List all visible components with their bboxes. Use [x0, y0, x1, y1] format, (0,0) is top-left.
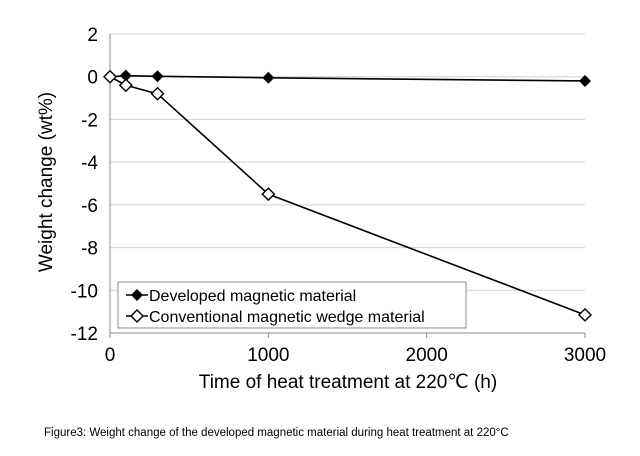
- legend-box: [117, 281, 467, 329]
- x-axis-label: Time of heat treatment at 220℃ (h): [199, 372, 497, 393]
- x-tick-label: 1000: [247, 345, 289, 366]
- x-tick-label: 0: [105, 345, 116, 366]
- series-1: [104, 69, 591, 87]
- legend-label: Conventional magnetic wedge material: [149, 309, 425, 326]
- y-tick-label: -10: [71, 281, 98, 302]
- data-point: [578, 307, 592, 322]
- data-point: [151, 70, 164, 83]
- data-point: [150, 86, 165, 101]
- legend-marker: [131, 289, 143, 301]
- y-tick-label: -6: [81, 196, 98, 217]
- y-tick-label: -2: [81, 110, 98, 131]
- x-tick-labels: 0 1000 2000 3000: [105, 345, 606, 366]
- data-point: [262, 71, 275, 84]
- x-tick-label: 3000: [564, 345, 606, 366]
- data-point: [579, 74, 591, 87]
- y-tick-labels: 2 0 -2 -4 -6 -8 -10 -12: [71, 25, 99, 345]
- y-tick-label: -4: [81, 153, 98, 174]
- series-line: [109, 76, 586, 316]
- series-group: [103, 69, 592, 322]
- legend-entry: Developed magnetic material: [126, 288, 356, 305]
- y-tick-label: 2: [87, 25, 98, 46]
- y-tick-label: 0: [87, 68, 98, 89]
- legend-label: Developed magnetic material: [149, 288, 356, 305]
- data-point: [118, 78, 133, 93]
- axes: [109, 34, 586, 338]
- figure-caption: Figure3: Weight change of the developed …: [44, 427, 509, 439]
- y-axis-label: Weight change (wt%): [36, 92, 57, 272]
- weight-change-chart: 2 0 -2 -4 -6 -8 -10 -12 0 1000 2000 3000 Weight ch…: [36, 25, 606, 393]
- y-tick-label: -12: [71, 324, 98, 345]
- data-point: [261, 187, 276, 202]
- y-tick-label: -8: [81, 239, 98, 260]
- x-tick-label: 2000: [406, 345, 448, 366]
- legend-marker: [130, 309, 144, 323]
- data-point: [103, 69, 117, 84]
- legend: Developed magnetic material Conventional …: [117, 281, 467, 329]
- legend-entry: Conventional magnetic wedge material: [126, 309, 425, 326]
- series-2: [103, 69, 592, 322]
